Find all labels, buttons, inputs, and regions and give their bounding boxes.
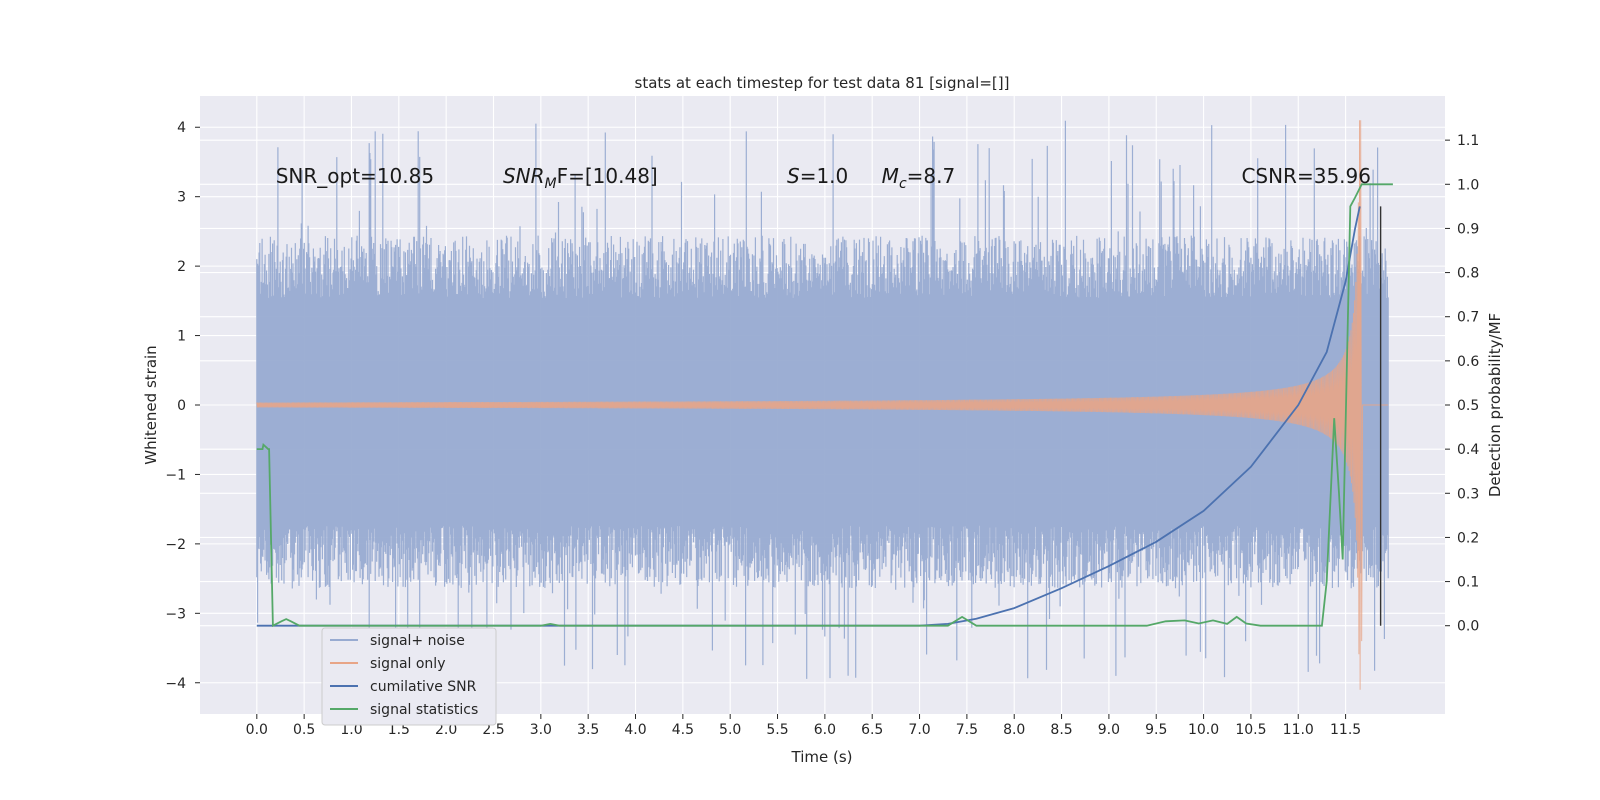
- y-tick-label: 4: [177, 120, 186, 136]
- x-tick-label: 10.5: [1235, 722, 1266, 738]
- x-tick-label: 5.5: [766, 722, 788, 738]
- series-signal-statistics: [256, 183, 1393, 628]
- data-layer: [256, 120, 1393, 690]
- annotation-2: S=1.0: [787, 164, 848, 188]
- y-right-tick-label: 1.0: [1457, 177, 1479, 193]
- annotation-1: SNRMF=[10.48]: [503, 164, 658, 192]
- annotation-layer: SNR_opt=10.85 SNRMF=[10.48] S=1.0 Mc=8.7 CSN…: [276, 164, 1371, 192]
- x-tick-label: 4.5: [672, 722, 694, 738]
- x-tick-label: 11.5: [1330, 722, 1361, 738]
- axis-layer: 0.0 0.5 1.0 1.5 2.0 2.5 3.0 3.5 4.0 4.5 5.0 5.5 6.0 6…: [165, 120, 1479, 738]
- annotation-main-text: SNR: [503, 164, 545, 188]
- annotation-0: SNR_opt=10.85: [276, 164, 434, 188]
- x-tick-label: 0.0: [246, 722, 268, 738]
- x-tick-label: 8.5: [1050, 722, 1072, 738]
- legend-label-cumulative-snr: cumilative SNR: [370, 679, 477, 695]
- annotation-main-text: S: [787, 164, 800, 188]
- x-tick-label: 4.0: [624, 722, 646, 738]
- x-tick-label: 7.0: [908, 722, 930, 738]
- y-axis-right-label: Detection probability/MF: [1486, 313, 1504, 497]
- annotation-main-text: CSNR=35.96: [1241, 164, 1371, 188]
- y-right-tick-label: 0.9: [1457, 221, 1479, 237]
- y-right-tick-label: 0.3: [1457, 486, 1479, 502]
- y-tick-label: −4: [165, 676, 186, 692]
- annotation-rest-text: F=[10.48]: [557, 164, 658, 188]
- x-tick-label: 10.0: [1188, 722, 1219, 738]
- y-axis-label: Whitened strain: [142, 345, 160, 464]
- annotation-main-text: M: [882, 164, 899, 188]
- y-tick-label: 1: [177, 329, 186, 345]
- legend-label-signal-noise: signal+ noise: [370, 633, 465, 649]
- y-right-tick-label: 0.7: [1457, 310, 1479, 326]
- y-right-tick-label: 0.4: [1457, 442, 1479, 458]
- y-right-tick-label: 0.6: [1457, 354, 1479, 370]
- legend: signal+ noise signal only cumilative SNR…: [321, 627, 497, 726]
- y-tick-label: −2: [165, 537, 186, 553]
- y-right-tick-label: 0.0: [1457, 619, 1479, 635]
- y-tick-label: −3: [165, 606, 186, 622]
- x-tick-label: 1.0: [340, 722, 362, 738]
- y-tick-label: 0: [177, 398, 186, 414]
- annotation-subscript: M: [545, 176, 557, 192]
- x-axis-label: Time (s): [791, 748, 853, 766]
- y-tick-label: −1: [165, 467, 186, 483]
- x-tick-label: 1.5: [388, 722, 410, 738]
- legend-label-signal-only: signal only: [370, 656, 445, 672]
- x-tick-label: 11.0: [1283, 722, 1314, 738]
- annotation-main-text: SNR_opt=10.85: [276, 164, 434, 188]
- y-right-tick-label: 0.8: [1457, 266, 1479, 282]
- annotation-3: Mc=8.7: [882, 164, 956, 192]
- x-tick-label: 3.0: [530, 722, 552, 738]
- y-tick-label: 2: [177, 259, 186, 275]
- series-signal-only: [256, 120, 1389, 690]
- x-tick-label: 2.0: [435, 722, 457, 738]
- x-tick-label: 6.0: [814, 722, 836, 738]
- x-tick-label: 5.0: [719, 722, 741, 738]
- x-tick-label: 0.5: [293, 722, 315, 738]
- annotation-rest-text: =1.0: [800, 164, 849, 188]
- x-tick-label: 9.0: [1098, 722, 1120, 738]
- legend-label-signal-statistics: signal statistics: [370, 702, 478, 718]
- x-tick-label: 7.5: [956, 722, 978, 738]
- y-right-tick-label: 0.5: [1457, 398, 1479, 414]
- annotation-subscript: c: [899, 176, 907, 192]
- x-tick-label: 6.5: [861, 722, 883, 738]
- x-tick-label: 3.5: [577, 722, 599, 738]
- y-right-tick-label: 1.1: [1457, 133, 1479, 149]
- x-tick-label: 8.0: [1003, 722, 1025, 738]
- y-right-tick-label: 0.1: [1457, 575, 1479, 591]
- y-tick-label: 3: [177, 190, 186, 206]
- series-cumulative-snr: [256, 206, 1361, 627]
- annotation-4: CSNR=35.96: [1241, 164, 1371, 188]
- x-tick-label: 9.5: [1145, 722, 1167, 738]
- chart-title: stats at each timestep for test data 81 …: [635, 74, 1010, 92]
- y-right-tick-label: 0.2: [1457, 530, 1479, 546]
- annotation-rest-text: =8.7: [907, 164, 956, 188]
- x-tick-label: 2.5: [482, 722, 504, 738]
- legend-box: [321, 627, 497, 726]
